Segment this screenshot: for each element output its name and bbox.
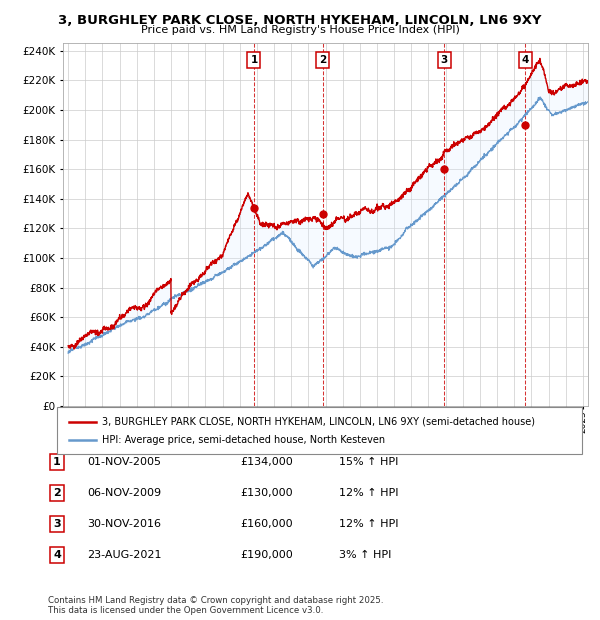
- Text: 4: 4: [521, 55, 529, 64]
- Text: 06-NOV-2009: 06-NOV-2009: [87, 488, 161, 498]
- Text: 30-NOV-2016: 30-NOV-2016: [87, 519, 161, 529]
- Text: 4: 4: [53, 550, 61, 560]
- Text: Price paid vs. HM Land Registry's House Price Index (HPI): Price paid vs. HM Land Registry's House …: [140, 25, 460, 35]
- Text: 12% ↑ HPI: 12% ↑ HPI: [339, 519, 398, 529]
- Text: £130,000: £130,000: [240, 488, 293, 498]
- Text: 01-NOV-2005: 01-NOV-2005: [87, 457, 161, 467]
- Text: 23-AUG-2021: 23-AUG-2021: [87, 550, 161, 560]
- Text: 3% ↑ HPI: 3% ↑ HPI: [339, 550, 391, 560]
- Text: 1: 1: [53, 457, 61, 467]
- Text: HPI: Average price, semi-detached house, North Kesteven: HPI: Average price, semi-detached house,…: [102, 435, 385, 445]
- Text: 2: 2: [319, 55, 326, 64]
- Text: 3: 3: [440, 55, 448, 64]
- Text: 3: 3: [53, 519, 61, 529]
- Text: 3, BURGHLEY PARK CLOSE, NORTH HYKEHAM, LINCOLN, LN6 9XY: 3, BURGHLEY PARK CLOSE, NORTH HYKEHAM, L…: [58, 14, 542, 27]
- Text: £190,000: £190,000: [240, 550, 293, 560]
- Text: 1: 1: [250, 55, 257, 64]
- Text: Contains HM Land Registry data © Crown copyright and database right 2025.
This d: Contains HM Land Registry data © Crown c…: [48, 596, 383, 615]
- Text: 3, BURGHLEY PARK CLOSE, NORTH HYKEHAM, LINCOLN, LN6 9XY (semi-detached house): 3, BURGHLEY PARK CLOSE, NORTH HYKEHAM, L…: [102, 417, 535, 427]
- Text: 15% ↑ HPI: 15% ↑ HPI: [339, 457, 398, 467]
- Text: 12% ↑ HPI: 12% ↑ HPI: [339, 488, 398, 498]
- Text: £134,000: £134,000: [240, 457, 293, 467]
- Text: £160,000: £160,000: [240, 519, 293, 529]
- Text: 2: 2: [53, 488, 61, 498]
